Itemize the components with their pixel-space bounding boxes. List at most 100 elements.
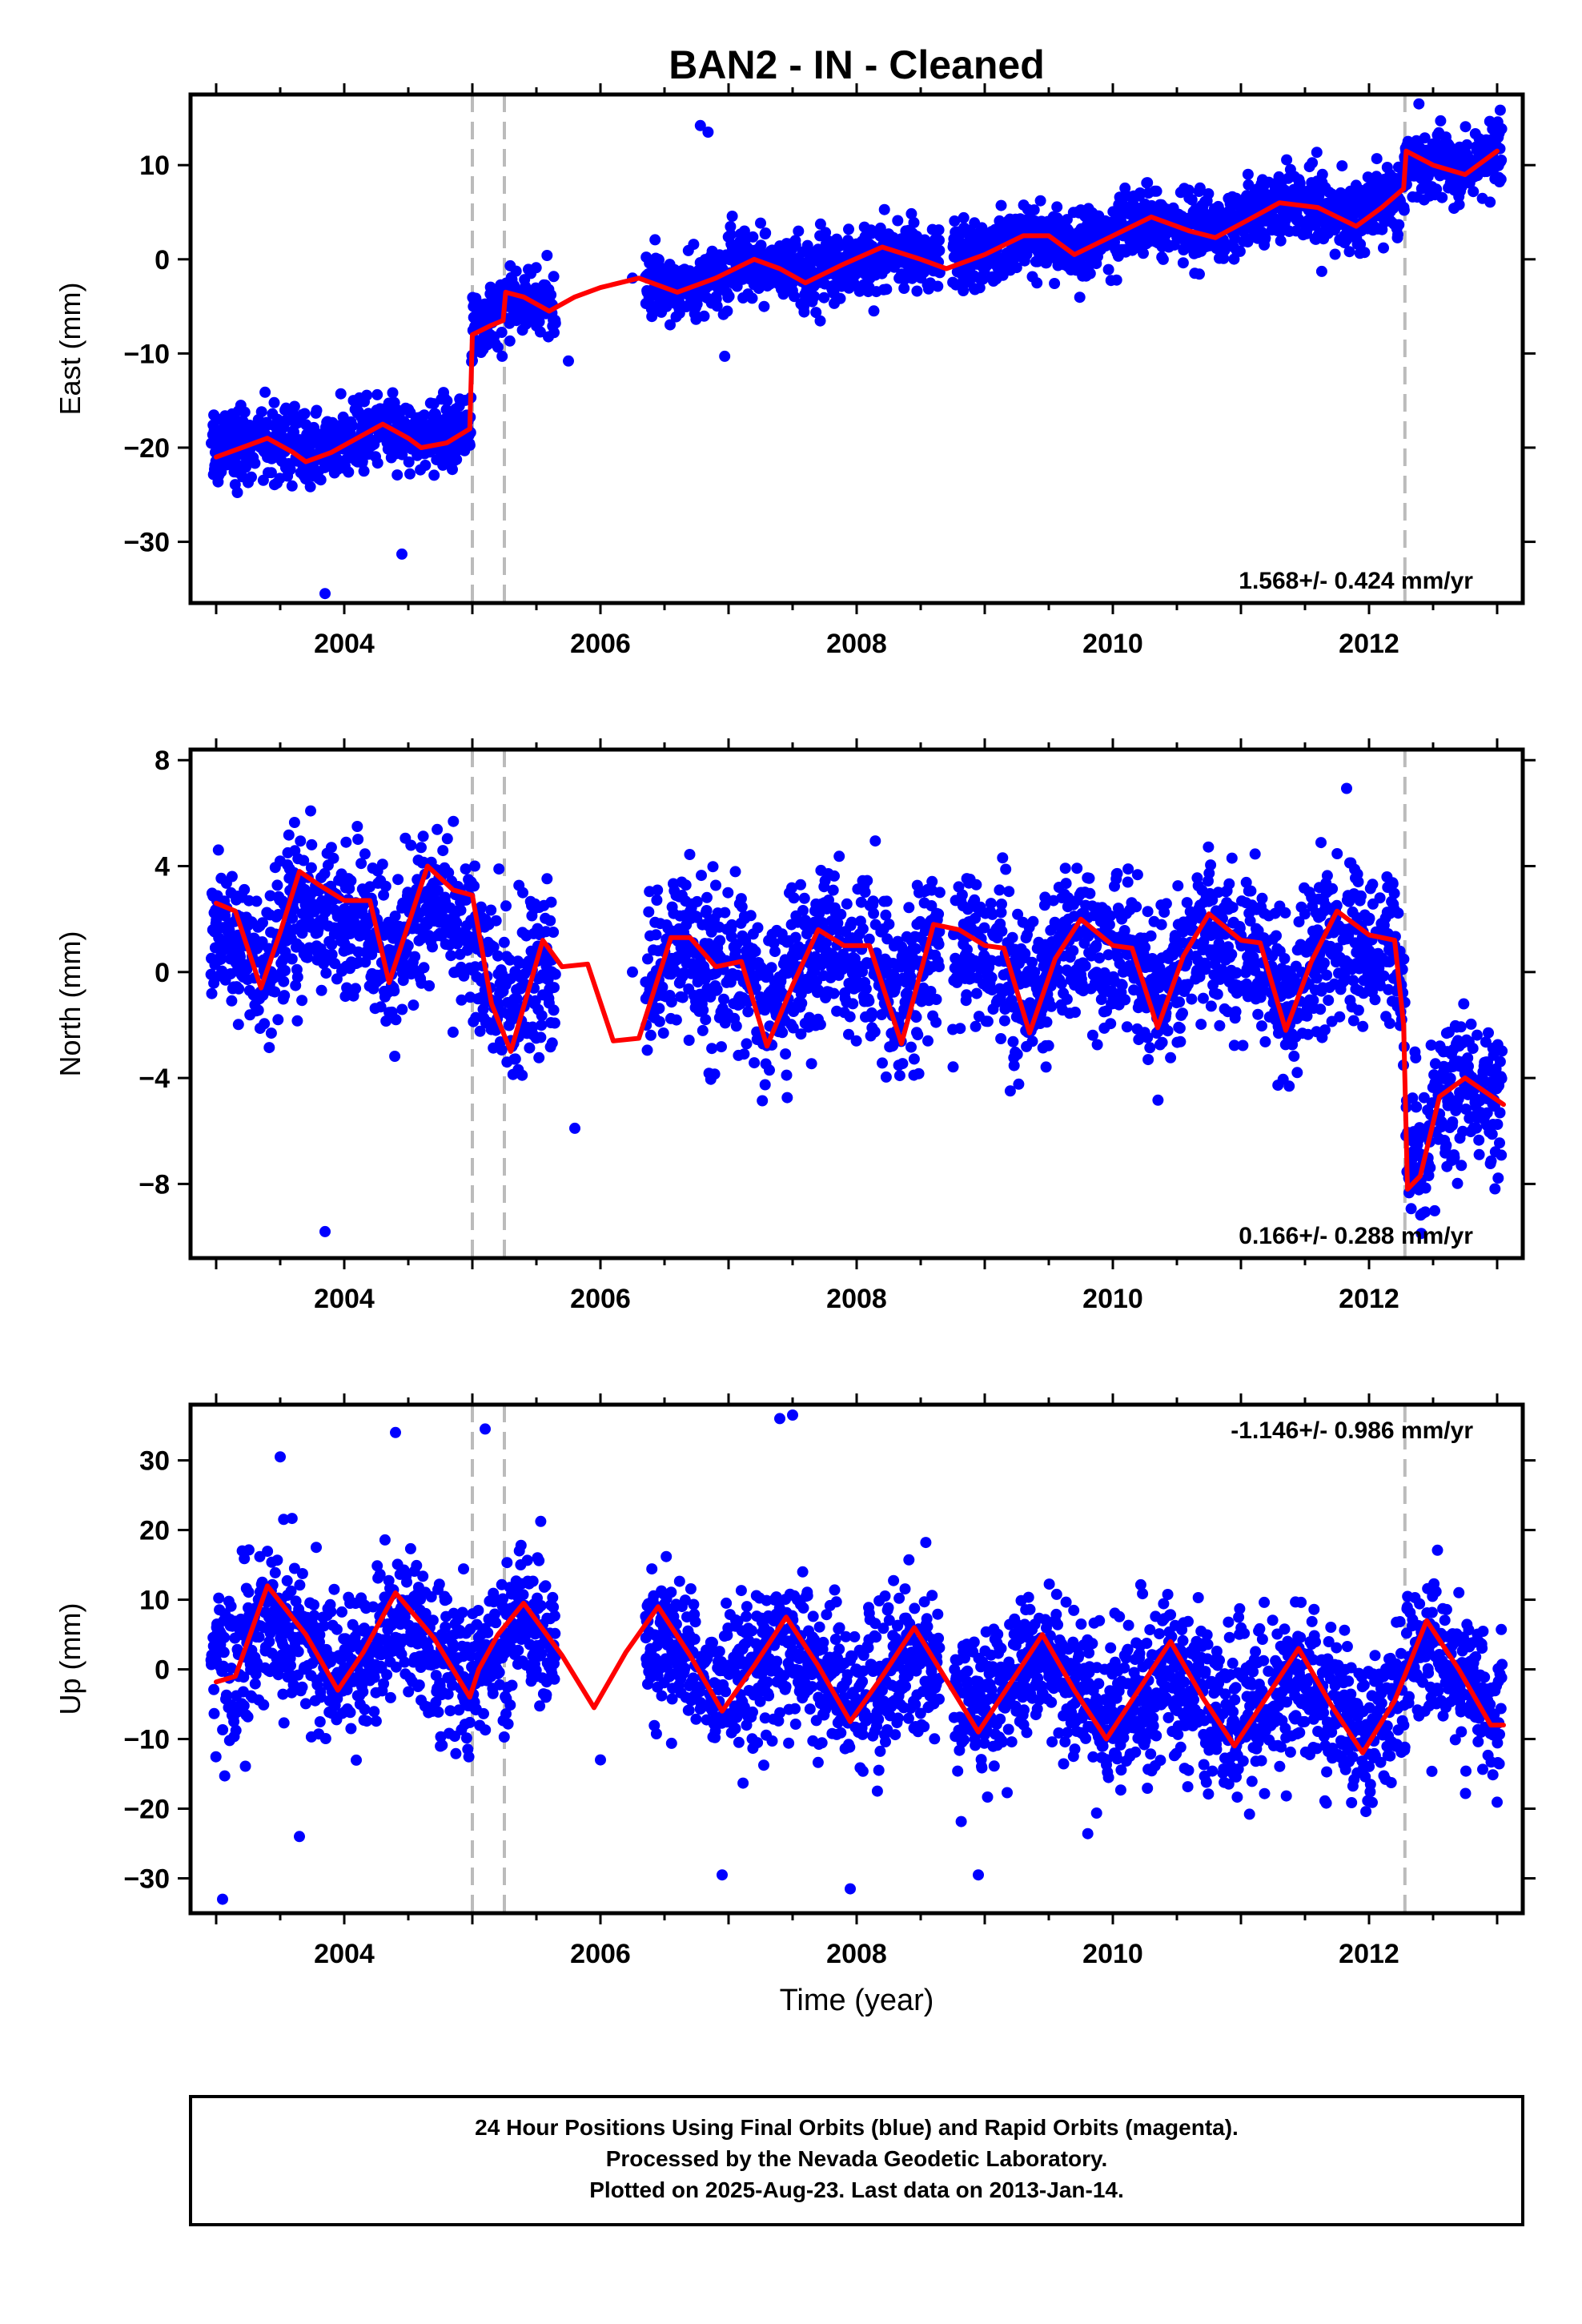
point-east-1046: [738, 225, 750, 237]
point-north-1119: [777, 1027, 789, 1039]
point-north-2026: [1174, 996, 1186, 1008]
point-east-66: [231, 487, 243, 498]
point-north-2114: [1211, 988, 1223, 1000]
point-east-101: [246, 471, 257, 483]
point-east-1962: [1142, 177, 1154, 189]
point-east-1800: [1074, 292, 1086, 304]
point-north-1500: [934, 887, 946, 899]
point-north-1615: [997, 852, 1009, 864]
point-east-2699: [1461, 139, 1473, 151]
point-north-1613: [996, 899, 1007, 910]
point-east-1744: [1051, 201, 1063, 213]
point-north-192: [286, 953, 298, 965]
point-north-933: [697, 1024, 709, 1036]
point-north-888: [677, 991, 689, 1003]
point-north-2095: [1205, 859, 1217, 871]
point-north-1891: [1116, 979, 1128, 991]
point-north-634: [474, 1025, 486, 1037]
point-north-1641: [1007, 1035, 1019, 1047]
point-east-2751: [1484, 196, 1496, 208]
point-north-958: [706, 1043, 718, 1055]
point-north-1017: [731, 939, 743, 951]
point-north-1244: [827, 884, 839, 896]
ytick-label-east-2: −10: [123, 339, 170, 369]
xtick-label-east-2008: 2008: [826, 629, 887, 659]
point-east-950: [698, 310, 710, 322]
point-north-1947: [1142, 906, 1154, 918]
point-north-835: [653, 1015, 665, 1027]
point-east-770: [530, 262, 542, 274]
point-north-1470: [922, 1035, 934, 1047]
point-east-2779: [1496, 123, 1508, 135]
point-north-1040: [741, 1038, 753, 1050]
point-east-2305: [1295, 182, 1307, 194]
point-north-441: [390, 1014, 402, 1026]
point-north-542: [432, 885, 444, 897]
point-north-266: [315, 984, 327, 996]
point-north-72: [235, 951, 246, 963]
point-north-1404: [897, 1058, 909, 1070]
point-east-2786: [719, 350, 731, 362]
point-north-1941: [1139, 942, 1151, 954]
point-north-1317: [860, 983, 872, 995]
xtick-label-east-2006: 2006: [570, 629, 631, 659]
point-east-1176: [793, 225, 805, 237]
point-east-1998: [1157, 253, 1169, 265]
point-east-390: [371, 457, 383, 469]
point-north-1070: [752, 922, 764, 934]
point-east-1872: [1102, 263, 1114, 275]
point-east-1490: [932, 280, 944, 292]
point-north-1516: [954, 1023, 966, 1035]
point-north-780: [541, 873, 553, 885]
point-north-1333: [868, 907, 880, 919]
point-north-367: [359, 848, 371, 860]
point-north-1052: [745, 910, 757, 922]
point-north-1896: [1119, 994, 1131, 1006]
point-north-872: [670, 1014, 682, 1026]
point-north-1582: [982, 1015, 994, 1027]
point-east-2785: [702, 127, 714, 138]
point-north-980: [714, 935, 726, 947]
point-north-984: [716, 1041, 727, 1053]
point-north-743: [524, 1042, 536, 1054]
point-east-2164: [1234, 245, 1246, 257]
point-north-1189: [805, 1058, 817, 1070]
point-north-287: [325, 842, 337, 854]
point-east-1437: [908, 217, 920, 228]
point-north-792: [545, 896, 557, 908]
point-north-1984: [1156, 1036, 1168, 1048]
point-east-1523: [958, 285, 970, 296]
point-north-197: [288, 903, 299, 915]
point-east-1524: [958, 211, 970, 223]
point-east-244: [311, 404, 323, 416]
point-north-940: [700, 1014, 712, 1026]
point-east-1269: [834, 292, 846, 304]
point-east-1701: [1034, 195, 1046, 207]
point-north-1258: [833, 850, 845, 862]
point-north-288: [326, 939, 338, 951]
point-north-801: [549, 968, 561, 980]
point-north-795: [546, 1037, 558, 1049]
point-north-1332: [867, 895, 879, 907]
point-north-1213: [814, 1019, 826, 1031]
point-north-216: [295, 835, 307, 847]
point-east-1571: [977, 273, 989, 285]
point-north-124: [259, 1018, 271, 1030]
point-north-1443: [912, 1029, 924, 1041]
point-east-329: [347, 420, 359, 432]
point-east-1357: [874, 222, 886, 234]
point-north-1063: [749, 946, 761, 958]
point-east-2275: [1281, 154, 1293, 166]
point-north-1007: [726, 919, 738, 931]
point-north-2028: [1174, 1022, 1186, 1034]
point-east-803: [545, 289, 557, 301]
point-north-1419: [903, 902, 915, 914]
point-east-1016: [725, 229, 737, 240]
point-north-1336: [869, 1026, 881, 1038]
point-east-1345: [868, 305, 880, 317]
point-north-581: [451, 917, 463, 928]
point-east-708: [504, 335, 516, 347]
point-east-2549: [1398, 204, 1410, 216]
point-east-2780: [563, 355, 574, 367]
point-north-675: [493, 863, 505, 875]
